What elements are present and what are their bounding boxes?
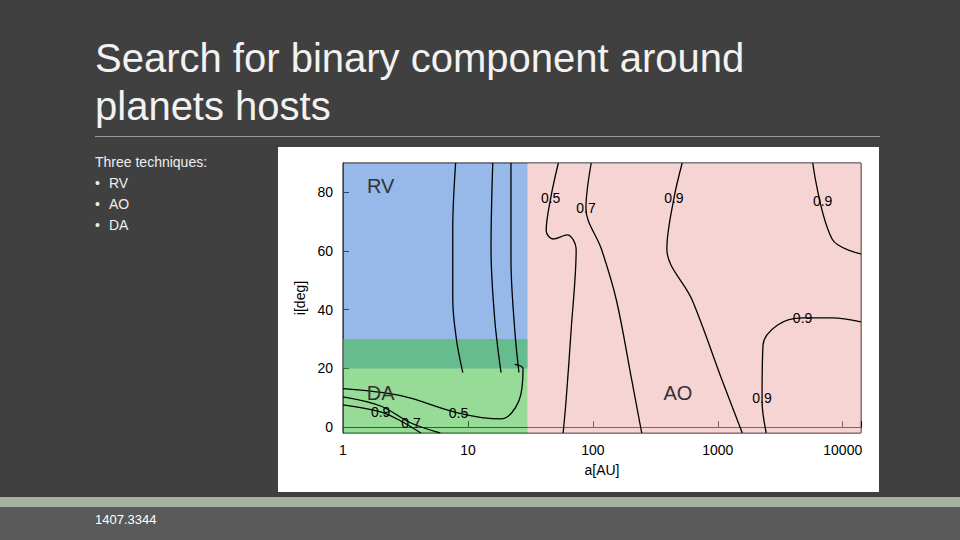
svg-text:1000: 1000 xyxy=(702,442,733,458)
svg-text:RV: RV xyxy=(367,175,395,197)
svg-text:a[AU]: a[AU] xyxy=(584,462,619,478)
html-text:Search for binary component ar: Search for binary component around plane… xyxy=(95,36,745,128)
html-text:Three techniques:: Three techniques: xyxy=(95,154,208,170)
svg-text:DA: DA xyxy=(367,382,395,404)
html-text:DA: DA xyxy=(109,217,129,233)
svg-text:0: 0 xyxy=(325,419,333,435)
svg-text:i[deg]: i[deg] xyxy=(292,281,308,315)
html-text:RV: RV xyxy=(109,175,129,191)
svg-text:0.9: 0.9 xyxy=(664,190,684,206)
svg-text:100: 100 xyxy=(581,442,605,458)
svg-text:1: 1 xyxy=(339,442,347,458)
svg-text:10000: 10000 xyxy=(823,442,862,458)
svg-text:0.5: 0.5 xyxy=(541,190,561,206)
svg-text:AO: AO xyxy=(664,382,693,404)
svg-text:0.7: 0.7 xyxy=(576,200,596,216)
svg-text:0.7: 0.7 xyxy=(401,415,421,431)
svg-text:60: 60 xyxy=(317,243,333,259)
svg-text:10: 10 xyxy=(460,442,476,458)
html-text:1407.3344: 1407.3344 xyxy=(95,512,157,527)
svg-text:0.9: 0.9 xyxy=(371,404,391,420)
svg-text:0.9: 0.9 xyxy=(813,193,833,209)
svg-text:20: 20 xyxy=(317,360,333,376)
svg-text:0.9: 0.9 xyxy=(752,390,772,406)
svg-text:0.9: 0.9 xyxy=(793,310,813,326)
svg-text:0.5: 0.5 xyxy=(449,405,469,421)
svg-text:80: 80 xyxy=(317,184,333,200)
html-text:AO: AO xyxy=(109,196,130,212)
svg-text:40: 40 xyxy=(317,302,333,318)
